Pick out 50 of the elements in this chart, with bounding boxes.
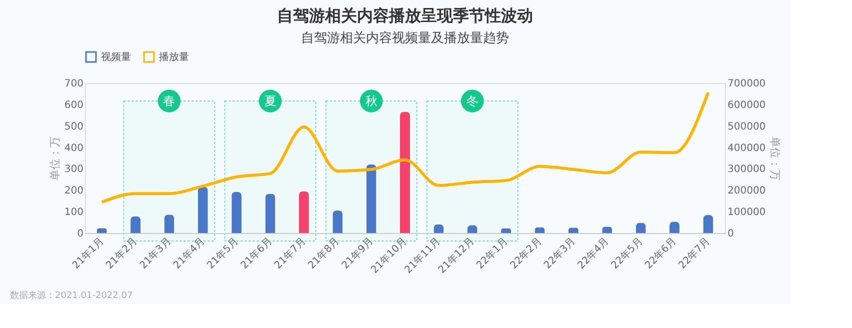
- bar: [198, 186, 208, 233]
- y2-tick-label: 600000: [728, 100, 766, 111]
- bar: [164, 214, 174, 233]
- x-tick-label: 22年1月: [474, 235, 510, 272]
- band-label: 夏: [264, 94, 276, 108]
- bar: [703, 215, 714, 233]
- y-tick-label: 500: [64, 121, 84, 132]
- bar: [232, 192, 242, 233]
- chart-subtitle: 自驾游相关内容视频量及播放量趋势: [301, 30, 509, 46]
- x-tick-label: 21年4月: [171, 235, 208, 272]
- y-axis-title: 单位：万: [48, 136, 62, 180]
- x-tick-label: 21年5月: [204, 235, 241, 272]
- band-label: 春: [163, 94, 176, 108]
- x-tick-label: 21年6月: [238, 235, 275, 272]
- bar: [400, 112, 410, 233]
- bar: [332, 210, 343, 233]
- y-tick-label: 100: [64, 207, 84, 218]
- band-label: 冬: [466, 94, 478, 108]
- legend-label: 视频量: [101, 51, 131, 63]
- source-note: 数据来源：2021.01-2022.07: [10, 290, 133, 301]
- x-tick-label: 22年7月: [676, 235, 712, 272]
- y-tick-label: 700: [64, 78, 84, 90]
- y2-tick-label: 700000: [728, 78, 766, 90]
- bar: [366, 164, 376, 233]
- x-tick-label: 22年2月: [508, 235, 544, 272]
- x-tick-label: 21年3月: [137, 235, 174, 272]
- x-tick-label: 21年2月: [104, 235, 140, 272]
- x-tick-label: 21年7月: [272, 235, 308, 272]
- x-tick-label: 21年8月: [306, 235, 342, 272]
- y2-tick-label: 300000: [728, 164, 766, 176]
- x-tick-label: 22年6月: [642, 235, 679, 272]
- chart-title: 自驾游相关内容播放呈现季节性波动: [277, 6, 533, 25]
- legend-label: 播放量: [159, 51, 189, 63]
- y-tick-label: 600: [64, 100, 84, 111]
- x-tick-label: 22年5月: [608, 235, 646, 272]
- band-label: 秋: [365, 94, 378, 108]
- y-tick-label: 200: [64, 186, 84, 197]
- bar: [298, 191, 309, 233]
- x-tick-label: 22年3月: [542, 235, 578, 272]
- y-tick-label: 300: [64, 164, 84, 176]
- x-tick-label: 22年4月: [575, 235, 612, 272]
- y2-axis-title: 单位：万: [768, 136, 782, 180]
- line-series: [100, 90, 710, 204]
- y2-tick-label: 100000: [728, 207, 766, 218]
- y2-tick-label: 200000: [728, 186, 766, 197]
- y2-tick-label: 0: [728, 228, 734, 240]
- y2-tick-label: 400000: [728, 142, 766, 154]
- y-tick-label: 400: [64, 142, 84, 154]
- bar: [265, 194, 276, 233]
- y2-tick-label: 500000: [728, 121, 766, 132]
